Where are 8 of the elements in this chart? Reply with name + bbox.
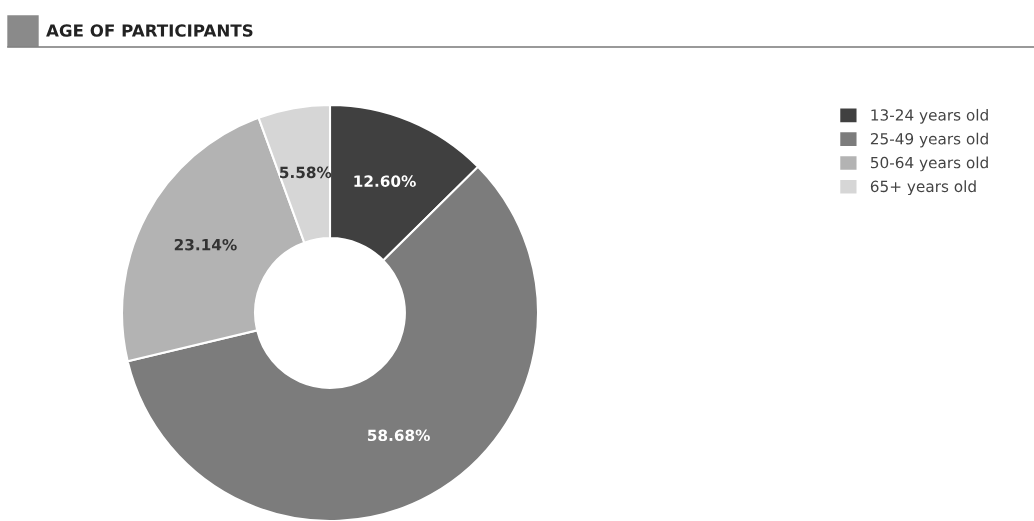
legend-label: 50-64 years old <box>870 156 988 172</box>
data-label: 23.14% <box>174 238 237 251</box>
legend-label: 13-24 years old <box>871 108 988 124</box>
legend-label: 25-49 years old <box>870 132 988 148</box>
data-label: 58.68% <box>367 429 430 442</box>
legend-label: 65+ years old <box>870 180 976 196</box>
chart-title: AGE OF PARTICIPANTS <box>46 24 253 37</box>
data-label: 12.60% <box>354 175 416 187</box>
